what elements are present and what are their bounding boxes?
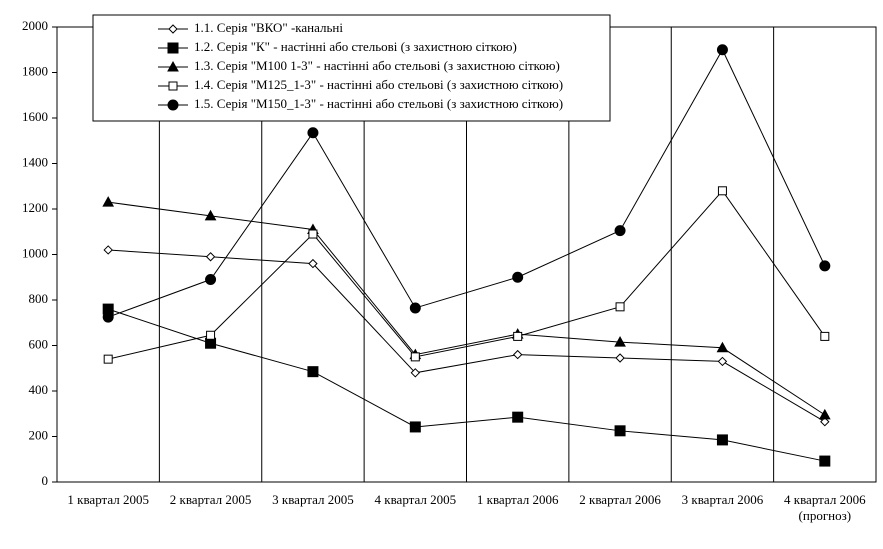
x-tick-label: 2 квартал 2006 <box>579 492 661 507</box>
marker <box>615 302 625 312</box>
marker <box>167 99 179 111</box>
marker <box>716 434 728 446</box>
legend-label: 1.5. Серія "М150_1-3" - настінні або сте… <box>194 96 563 111</box>
marker <box>614 425 626 437</box>
x-tick-label: 3 квартал 2006 <box>681 492 764 507</box>
series-line <box>108 48 826 318</box>
series-line <box>108 249 826 423</box>
marker <box>168 24 178 34</box>
marker <box>614 225 626 237</box>
marker <box>512 411 524 423</box>
y-tick-label: 1200 <box>22 200 48 215</box>
marker <box>819 455 831 467</box>
marker <box>167 60 179 72</box>
x-tick-label: 2 квартал 2005 <box>169 492 252 507</box>
marker <box>820 331 830 341</box>
marker <box>307 366 319 378</box>
x-tick-label: 4 квартал 2006 (прогноз) <box>784 492 866 523</box>
y-tick-label: 1800 <box>22 63 48 78</box>
marker <box>409 421 421 433</box>
marker <box>513 331 523 341</box>
marker <box>308 258 318 269</box>
marker <box>717 356 728 367</box>
marker <box>167 42 179 54</box>
marker <box>615 353 625 363</box>
x-tick-label: 4 квартал 2005 <box>374 492 457 507</box>
x-tick-label: 1 квартал 2006 <box>476 492 559 507</box>
y-tick-label: 400 <box>29 382 49 397</box>
marker <box>410 352 420 362</box>
legend: 1.1. Серія "ВКО" -канальні 1.2. Серія "К"… <box>92 14 611 122</box>
marker <box>205 274 217 286</box>
marker <box>102 311 114 323</box>
marker <box>205 252 216 262</box>
x-tick-label: 1 квартал 2005 <box>67 492 149 507</box>
marker <box>168 81 178 91</box>
marker <box>308 229 318 239</box>
series-line <box>108 308 825 462</box>
legend-box <box>92 14 611 122</box>
marker <box>716 341 729 353</box>
series-line <box>108 201 826 416</box>
marker <box>512 271 524 283</box>
marker <box>307 127 319 139</box>
marker <box>819 260 831 272</box>
y-tick-label: 0 <box>42 473 49 488</box>
marker <box>102 196 115 207</box>
marker <box>716 44 728 56</box>
legend-label: 1.1. Серія "ВКО" -канальні <box>194 20 343 35</box>
marker <box>512 349 523 360</box>
y-tick-label: 1600 <box>22 109 48 124</box>
y-tick-label: 200 <box>29 427 49 442</box>
marker <box>614 336 626 347</box>
legend-label: 1.2. Серія "К" - настінні або стельові (… <box>194 39 517 54</box>
y-tick-label: 800 <box>29 291 49 306</box>
marker <box>410 368 421 378</box>
legend-label: 1.4. Серія "М125_1-3" - настінні або сте… <box>194 77 563 92</box>
x-tick-label: 3 квартал 2005 <box>272 492 354 507</box>
marker <box>103 354 113 364</box>
marker <box>820 417 830 427</box>
y-tick-label: 2000 <box>22 18 48 33</box>
marker <box>206 330 216 340</box>
series-line <box>108 189 826 360</box>
marker <box>818 408 831 420</box>
marker <box>103 245 113 255</box>
y-tick-label: 600 <box>29 336 49 351</box>
marker <box>409 302 421 314</box>
marker <box>717 186 727 196</box>
marker <box>204 209 217 221</box>
y-tick-label: 1000 <box>22 245 48 260</box>
legend-label: 1.3. Серія "М100 1-3" - настінні або сте… <box>194 58 560 73</box>
y-tick-label: 1400 <box>22 154 48 169</box>
